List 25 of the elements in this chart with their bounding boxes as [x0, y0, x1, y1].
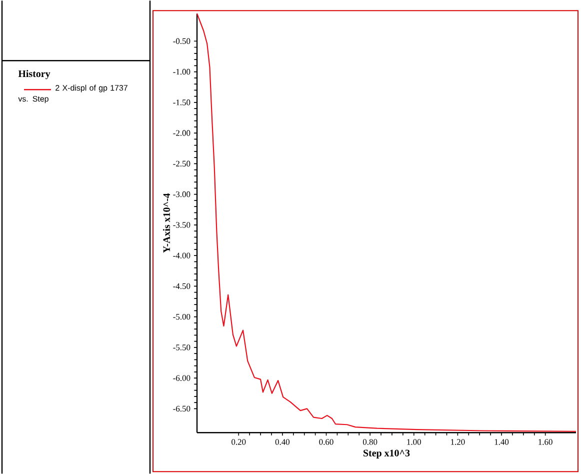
x-tick-label: 1.40	[494, 439, 509, 445]
y-axis-title: Y-Axis x10^-4	[162, 193, 170, 253]
y-tick-label: -2.00	[173, 130, 190, 136]
y-tick-label: -5.50	[173, 344, 190, 350]
y-tick-label: -1.50	[173, 99, 190, 106]
y-tick-label: -6.50	[173, 406, 190, 412]
x-tick-label: 0.80	[362, 439, 378, 445]
x-tick-label: 0.20	[232, 439, 246, 445]
y-tick-label: -4.50	[173, 283, 190, 289]
y-tick-label: -2.50	[173, 160, 190, 166]
y-tick-label: -3.00	[173, 191, 190, 198]
x-tick-label: 0.60	[319, 439, 334, 445]
x-axis-title: Step x10^3	[364, 450, 410, 458]
x-tick-label: 1.00	[407, 439, 421, 445]
y-tick-label: -0.50	[173, 38, 190, 44]
legend-title: History	[18, 70, 50, 80]
line-series	[196, 12, 577, 432]
y-tick-label: -4.00	[173, 252, 190, 258]
x-tick-label: 0.40	[275, 439, 290, 445]
y-tick-label: -3.50	[173, 222, 190, 228]
y-tick-label: -6.00	[173, 375, 190, 381]
x-tick-label: 1.20	[451, 439, 465, 445]
y-tick-label: -5.00	[173, 314, 190, 320]
y-tick-label: -1.00	[173, 68, 190, 75]
x-tick-label: 1.60	[538, 439, 552, 445]
